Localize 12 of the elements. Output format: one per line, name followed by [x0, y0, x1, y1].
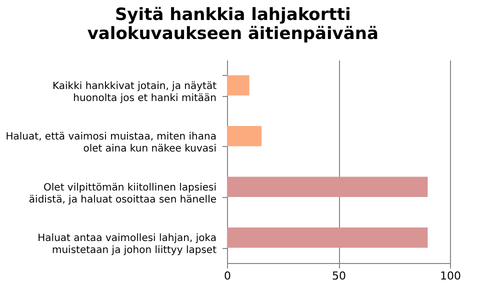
bar — [227, 75, 250, 96]
y-tick-label: Haluat, että vaimosi muistaa, miten ihana olet aina kun näkee kuvasi — [6, 132, 216, 155]
x-tick-label: 100 — [440, 270, 461, 282]
x-tick-label: 50 — [332, 270, 346, 282]
bar — [227, 126, 262, 146]
x-tick-label: 0 — [224, 270, 231, 282]
bar — [227, 176, 428, 198]
y-tick-label: Kaikki hankkivat jotain, ja näytät huonolta jos et hanki mitään — [52, 80, 217, 104]
bar — [227, 227, 428, 248]
chart-title: Syitä hankkia lahjakortti valokuvaukseen äitienpäivänä — [87, 5, 378, 44]
y-tick-label: Haluat antaa vaimollesi lahjan, joka muistetaan ja johon liittyy lapset — [38, 233, 217, 256]
y-tick-label: Olet vilpittömän kiitollinen lapsiesi äidistä, ja haluat osoittaa sen hänelle — [28, 182, 216, 206]
